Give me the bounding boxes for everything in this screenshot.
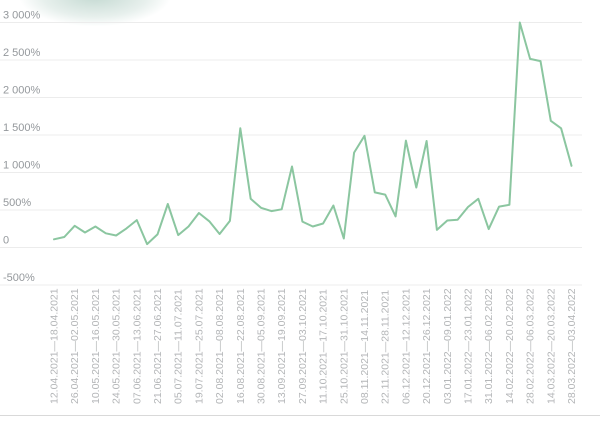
x-tick-label: 10.05.2021—16.05.2021 xyxy=(90,288,102,404)
y-tick-label: 1 000% xyxy=(3,160,41,172)
y-tick-label: 2 500% xyxy=(3,47,41,59)
x-tick-label: 17.01.2022—23.01.2022 xyxy=(463,288,475,404)
x-tick-label: 02.08.2021—08.08.2021 xyxy=(214,288,226,404)
x-tick-label: 14.03.2022—20.03.2022 xyxy=(545,288,557,404)
y-tick-label: 3 000% xyxy=(3,10,41,22)
x-tick-label: 06.12.2021—12.12.2021 xyxy=(400,288,412,404)
x-tick-label: 22.11.2021—28.11.2021 xyxy=(380,290,392,404)
x-tick-label: 21.06.2021—27.06.2021 xyxy=(152,288,164,404)
series-line xyxy=(53,21,573,246)
x-tick-label: 24.05.2021—30.05.2021 xyxy=(111,288,123,404)
x-tick-label: 31.01.2022—06.02.2022 xyxy=(483,288,495,404)
x-tick-label: 28.02.2022—06.03.2022 xyxy=(525,288,537,404)
y-tick-label: 2 000% xyxy=(3,85,41,97)
x-tick-label: 05.07.2021—11.07.2021 xyxy=(173,289,185,404)
x-tick-label: 26.04.2021—02.05.2021 xyxy=(69,288,81,404)
x-tick-label: 25.10.2021—31.10.2021 xyxy=(338,288,350,404)
x-tick-label: 28.03.2022—03.04.2022 xyxy=(566,288,578,404)
x-tick-label: 20.12.2021—26.12.2021 xyxy=(421,288,433,404)
x-tick-label: 12.04.2021—18.04.2021 xyxy=(49,288,61,404)
x-tick-label: 08.11.2021—14.11.2021 xyxy=(359,290,371,404)
x-tick-label: 03.01.2022—09.01.2022 xyxy=(442,288,454,404)
x-tick-label: 07.06.2021—13.06.2021 xyxy=(131,288,143,404)
x-tick-label: 11.10.2021—17.10.2021 xyxy=(318,289,330,404)
x-tick-label: 13.09.2021—19.09.2021 xyxy=(276,288,288,404)
x-tick-label: 30.08.2021—05.09.2021 xyxy=(256,288,268,404)
y-tick-label: -500% xyxy=(3,272,35,284)
x-tick-label: 27.09.2021—03.10.2021 xyxy=(297,288,309,404)
y-tick-label: 500% xyxy=(3,197,31,209)
y-tick-label: 0 xyxy=(3,235,9,247)
x-tick-label: 14.02.2022—20.02.2022 xyxy=(504,288,516,404)
x-tick-label: 19.07.2021—25.07.2021 xyxy=(193,288,205,404)
x-tick-label: 16.08.2021—22.08.2021 xyxy=(235,288,247,404)
y-tick-label: 1 500% xyxy=(3,122,41,134)
